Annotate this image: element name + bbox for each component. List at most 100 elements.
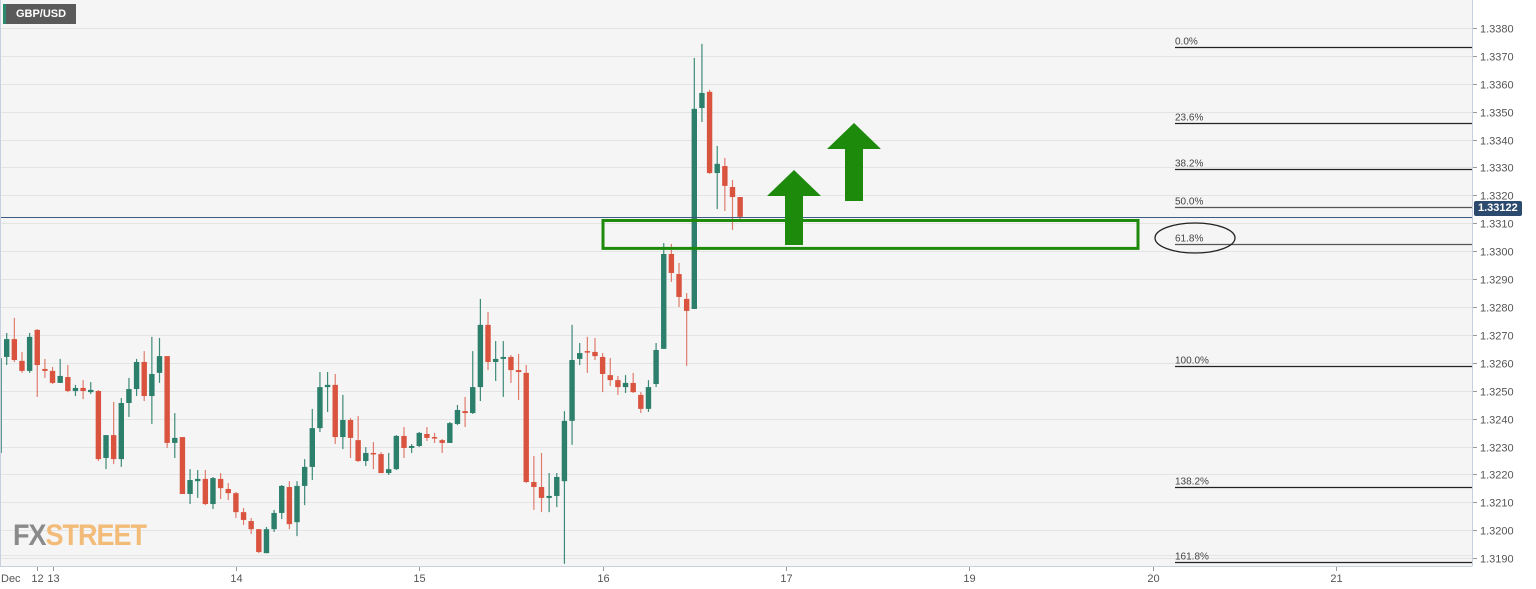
candle xyxy=(691,58,697,309)
x-tick-label: 17 xyxy=(780,573,792,585)
candle-body xyxy=(454,409,461,424)
candle-body xyxy=(638,394,644,409)
candle-body xyxy=(164,356,170,443)
candle xyxy=(202,469,209,506)
candle xyxy=(699,43,705,122)
candle xyxy=(683,293,690,366)
y-tick-label: 1.3360 xyxy=(1480,80,1514,92)
candle-body xyxy=(324,384,331,388)
candle-body xyxy=(126,389,132,404)
candle-body xyxy=(49,370,56,383)
time-axis[interactable]: Dec 12 13 14 15 16 17 19 20 21 xyxy=(1,566,1343,585)
candle-body xyxy=(26,336,33,371)
candle xyxy=(454,404,461,426)
candle-body xyxy=(149,373,155,397)
candle xyxy=(706,89,713,174)
fibonacci-retracement[interactable]: 0.0% 23.6% 38.2% 50.0% 61.8% 100.0% 138.2% 161.… xyxy=(1175,37,1472,564)
candle-body xyxy=(561,420,568,482)
candle-body xyxy=(172,437,178,443)
candle xyxy=(408,444,415,453)
candle xyxy=(538,452,545,513)
candle xyxy=(210,476,216,510)
symbol-label[interactable]: GBP/USD xyxy=(3,4,76,24)
candle xyxy=(240,507,247,525)
candle-body xyxy=(294,485,300,523)
fib-level-label: 161.8% xyxy=(1175,552,1209,563)
candle xyxy=(118,397,124,467)
candle-body xyxy=(699,92,705,109)
candle-body xyxy=(683,298,690,311)
candle xyxy=(65,365,71,393)
candle-body xyxy=(317,387,323,429)
y-tick-label: 1.3350 xyxy=(1480,108,1514,120)
candle-body xyxy=(508,356,514,371)
fib-level-label: 50.0% xyxy=(1175,197,1203,208)
candle xyxy=(57,358,63,383)
candle-body xyxy=(630,382,636,393)
candle xyxy=(531,456,537,510)
fib-level-label: 138.2% xyxy=(1175,477,1209,488)
candle xyxy=(424,427,430,441)
candle-body xyxy=(607,375,613,381)
candle-body xyxy=(661,253,667,349)
x-tick-label: 13 xyxy=(47,573,59,585)
candle-body xyxy=(729,186,736,198)
logo-part-street: STREET xyxy=(45,518,148,552)
candle-body xyxy=(408,445,415,448)
candle xyxy=(638,392,644,414)
candle xyxy=(561,411,568,564)
y-tick-label: 1.3380 xyxy=(1480,24,1514,36)
candle-body xyxy=(309,428,315,467)
candle-body xyxy=(217,478,224,489)
y-tick-label: 1.3370 xyxy=(1480,52,1514,64)
candle xyxy=(668,243,675,282)
fxstreet-logo: FXSTREET xyxy=(13,518,148,552)
candle-body xyxy=(72,387,79,392)
candle xyxy=(355,416,361,462)
y-tick-label: 1.3190 xyxy=(1480,554,1514,566)
x-tick-label: 14 xyxy=(230,573,242,585)
candle xyxy=(103,435,109,470)
candle-body xyxy=(416,432,422,446)
candle xyxy=(88,382,94,395)
candle-body xyxy=(42,368,48,371)
candle xyxy=(26,332,33,373)
candle xyxy=(263,526,270,554)
candle-body xyxy=(271,512,277,530)
candle xyxy=(309,408,315,481)
candle-body xyxy=(355,440,361,462)
annotations xyxy=(0,123,1472,254)
candle xyxy=(378,452,384,474)
candle-body xyxy=(393,435,400,470)
x-tick-label: 15 xyxy=(413,573,425,585)
candle-body xyxy=(439,440,445,443)
candle xyxy=(149,336,155,424)
gridlines xyxy=(0,28,1472,559)
price-axis[interactable]: 1.3190 1.3200 1.3210 1.3220 1.3230 1.3240 1.32… xyxy=(1472,24,1514,566)
candle xyxy=(225,483,231,501)
candle-body xyxy=(103,435,109,458)
candle xyxy=(722,157,728,211)
candle-body xyxy=(256,529,262,553)
candle-body xyxy=(691,108,697,309)
candle xyxy=(653,343,659,388)
candle-body xyxy=(286,487,293,525)
candle xyxy=(714,145,720,210)
candle xyxy=(256,529,262,554)
candle-body xyxy=(523,372,529,482)
candle xyxy=(72,384,79,397)
y-tick-label: 1.3240 xyxy=(1480,415,1514,427)
candle xyxy=(363,447,369,467)
candle-body xyxy=(156,356,163,373)
candle-body xyxy=(370,452,377,455)
candle-body xyxy=(462,411,468,414)
candle-body xyxy=(386,469,392,474)
candle xyxy=(340,394,346,450)
y-tick-label: 1.3290 xyxy=(1480,275,1514,287)
fib-level-label: 23.6% xyxy=(1175,113,1203,124)
candle xyxy=(546,473,552,513)
candles xyxy=(0,43,743,564)
candle-body xyxy=(57,375,63,383)
candle xyxy=(584,336,591,373)
